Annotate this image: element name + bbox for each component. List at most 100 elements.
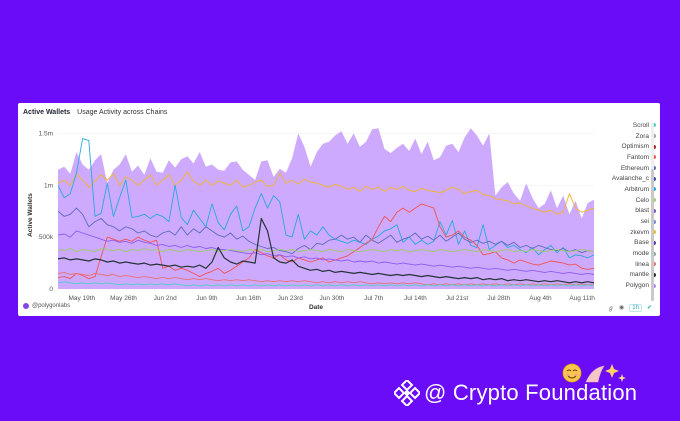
legend-label: Ethereum bbox=[620, 164, 649, 172]
x-tick-label: Jun 16th bbox=[236, 295, 261, 302]
footer-handle[interactable]: @polygonlabs bbox=[32, 303, 71, 309]
y-axis-label: Active Wallets bbox=[27, 193, 34, 237]
chart-title: Active Wallets bbox=[23, 109, 71, 116]
legend-label: mantle bbox=[629, 271, 649, 279]
x-tick-label: Aug 4th bbox=[529, 295, 552, 302]
legend-label: sei bbox=[640, 218, 649, 226]
x-tick-label: Jul 14th bbox=[404, 295, 427, 302]
legend-item[interactable]: sei bbox=[596, 216, 658, 227]
series-area-polygon[interactable] bbox=[58, 128, 594, 289]
legend-swatch bbox=[652, 208, 656, 213]
x-tick-label: Jul 7th bbox=[364, 295, 384, 302]
y-tick-label: 1.5m bbox=[39, 130, 53, 137]
chart-subtitle: Usage Activity across Chains bbox=[77, 109, 168, 116]
chart-card: Active Wallets Usage Activity across Cha… bbox=[18, 103, 660, 316]
legend-swatch bbox=[652, 262, 656, 267]
series-layer bbox=[57, 128, 595, 289]
x-tick-label: Jun 9th bbox=[196, 295, 218, 302]
series-line-base[interactable] bbox=[57, 230, 595, 275]
legend-swatch bbox=[652, 198, 656, 203]
legend-label: Fantom bbox=[626, 153, 649, 161]
watermark-text: @ Crypto Foundation bbox=[424, 380, 638, 405]
legend-item[interactable]: Base bbox=[596, 238, 658, 249]
legend-swatch bbox=[652, 272, 656, 277]
legend-item[interactable]: mantle bbox=[596, 270, 658, 281]
legend-item[interactable]: Zora bbox=[596, 131, 658, 142]
legend-swatch bbox=[652, 240, 656, 245]
verified-check-icon[interactable]: ✔ bbox=[646, 305, 652, 311]
series-line-mantle[interactable] bbox=[57, 217, 595, 284]
legend-item[interactable]: Avalanche_c bbox=[596, 173, 658, 184]
legend-item[interactable]: Polygon bbox=[596, 280, 658, 291]
x-tick-label: Jun 2nd bbox=[154, 295, 178, 302]
legend-swatch bbox=[652, 134, 656, 139]
legend-label: zkevm bbox=[630, 228, 649, 236]
legend-swatch bbox=[652, 176, 656, 181]
legend-item[interactable]: Celo bbox=[596, 195, 658, 206]
legend-scrollbar-thumb[interactable] bbox=[651, 169, 654, 301]
legend-swatch bbox=[652, 251, 656, 256]
legend-item[interactable]: Optimism bbox=[596, 141, 658, 152]
x-tick-label: Jun 23rd bbox=[278, 295, 304, 302]
legend-label: blast bbox=[635, 207, 649, 215]
binance-logo-icon bbox=[394, 380, 420, 406]
legend-swatch bbox=[652, 155, 656, 160]
x-axis-label: Date bbox=[309, 304, 323, 311]
series-line-linea[interactable] bbox=[57, 271, 595, 286]
legend-label: mode bbox=[632, 250, 649, 258]
series-line-celo[interactable] bbox=[57, 248, 595, 253]
x-tick-label: Jul 28th bbox=[487, 295, 510, 302]
x-tick-label: Jun 30th bbox=[319, 295, 344, 302]
legend-swatch bbox=[652, 230, 656, 235]
legend-swatch bbox=[652, 166, 656, 171]
x-tick-label: May 26th bbox=[110, 295, 137, 302]
legend-item[interactable]: mode bbox=[596, 248, 658, 259]
legend-label: Optimism bbox=[621, 143, 649, 151]
series-line-fantom[interactable] bbox=[57, 203, 595, 280]
series-line-scroll[interactable] bbox=[57, 281, 595, 287]
chart-plot: 0 500k 1m 1.5m May 19th May 26th Jun 2nd Jun 9… bbox=[27, 128, 595, 311]
emoji-decor bbox=[562, 360, 632, 386]
legend-item[interactable]: Ethereum bbox=[596, 163, 658, 174]
x-tick-label: Jul 21st bbox=[446, 295, 469, 302]
chart-header: Active Wallets Usage Activity across Cha… bbox=[23, 109, 167, 116]
legend-label: Scroll bbox=[632, 121, 649, 129]
legend-label: Polygon bbox=[625, 282, 650, 290]
legend-swatch bbox=[652, 144, 656, 149]
polygon-logo-icon bbox=[23, 303, 29, 309]
code-icon[interactable]: ℊ bbox=[608, 306, 615, 312]
x-axis-ticks: May 19th May 26th Jun 2nd Jun 9th Jun 16th Ju… bbox=[68, 295, 595, 302]
legend-item[interactable]: Arbitrum bbox=[596, 184, 658, 195]
series-line-ethereum[interactable] bbox=[57, 207, 595, 255]
legend-swatch bbox=[652, 187, 656, 192]
legend-label: Avalanche_c bbox=[611, 175, 649, 183]
legend-label: Zora bbox=[635, 132, 649, 140]
watermark: @ Crypto Foundation bbox=[394, 380, 637, 406]
y-tick-label: 1m bbox=[44, 182, 53, 189]
legend-scrollbar[interactable] bbox=[651, 123, 654, 301]
chart-footer: @polygonlabs bbox=[23, 303, 70, 309]
camera-icon[interactable]: ◉ bbox=[619, 305, 625, 311]
legend[interactable]: Scroll Zora Optimism Fantom Ethereum Avalanch… bbox=[596, 120, 658, 291]
timeframe-badge[interactable]: 1h bbox=[629, 303, 642, 312]
x-tick-label: May 19th bbox=[68, 295, 95, 302]
legend-item[interactable]: linea bbox=[596, 259, 658, 270]
legend-item[interactable]: blast bbox=[596, 206, 658, 217]
y-tick-label: 500k bbox=[39, 234, 54, 241]
legend-label: Arbitrum bbox=[624, 185, 649, 193]
y-axis-ticks: 0 500k 1m 1.5m bbox=[39, 130, 54, 293]
legend-label: linea bbox=[635, 260, 649, 268]
series-line-zkevm[interactable] bbox=[57, 171, 595, 215]
legend-label: Base bbox=[634, 239, 649, 247]
legend-swatch bbox=[652, 123, 656, 128]
smiling-face-and-sparkles-emoji bbox=[562, 363, 626, 383]
chart-toolbar: ℊ ◉ 1h ✔ bbox=[608, 303, 652, 312]
legend-swatch bbox=[652, 219, 656, 224]
legend-label: Celo bbox=[635, 196, 649, 204]
y-tick-label: 0 bbox=[49, 286, 53, 293]
legend-item[interactable]: zkevm bbox=[596, 227, 658, 238]
x-tick-label: Aug 11th bbox=[569, 295, 595, 302]
legend-item[interactable]: Fantom bbox=[596, 152, 658, 163]
series-line-arbitrum[interactable] bbox=[57, 138, 595, 259]
legend-item[interactable]: Scroll bbox=[596, 120, 658, 131]
